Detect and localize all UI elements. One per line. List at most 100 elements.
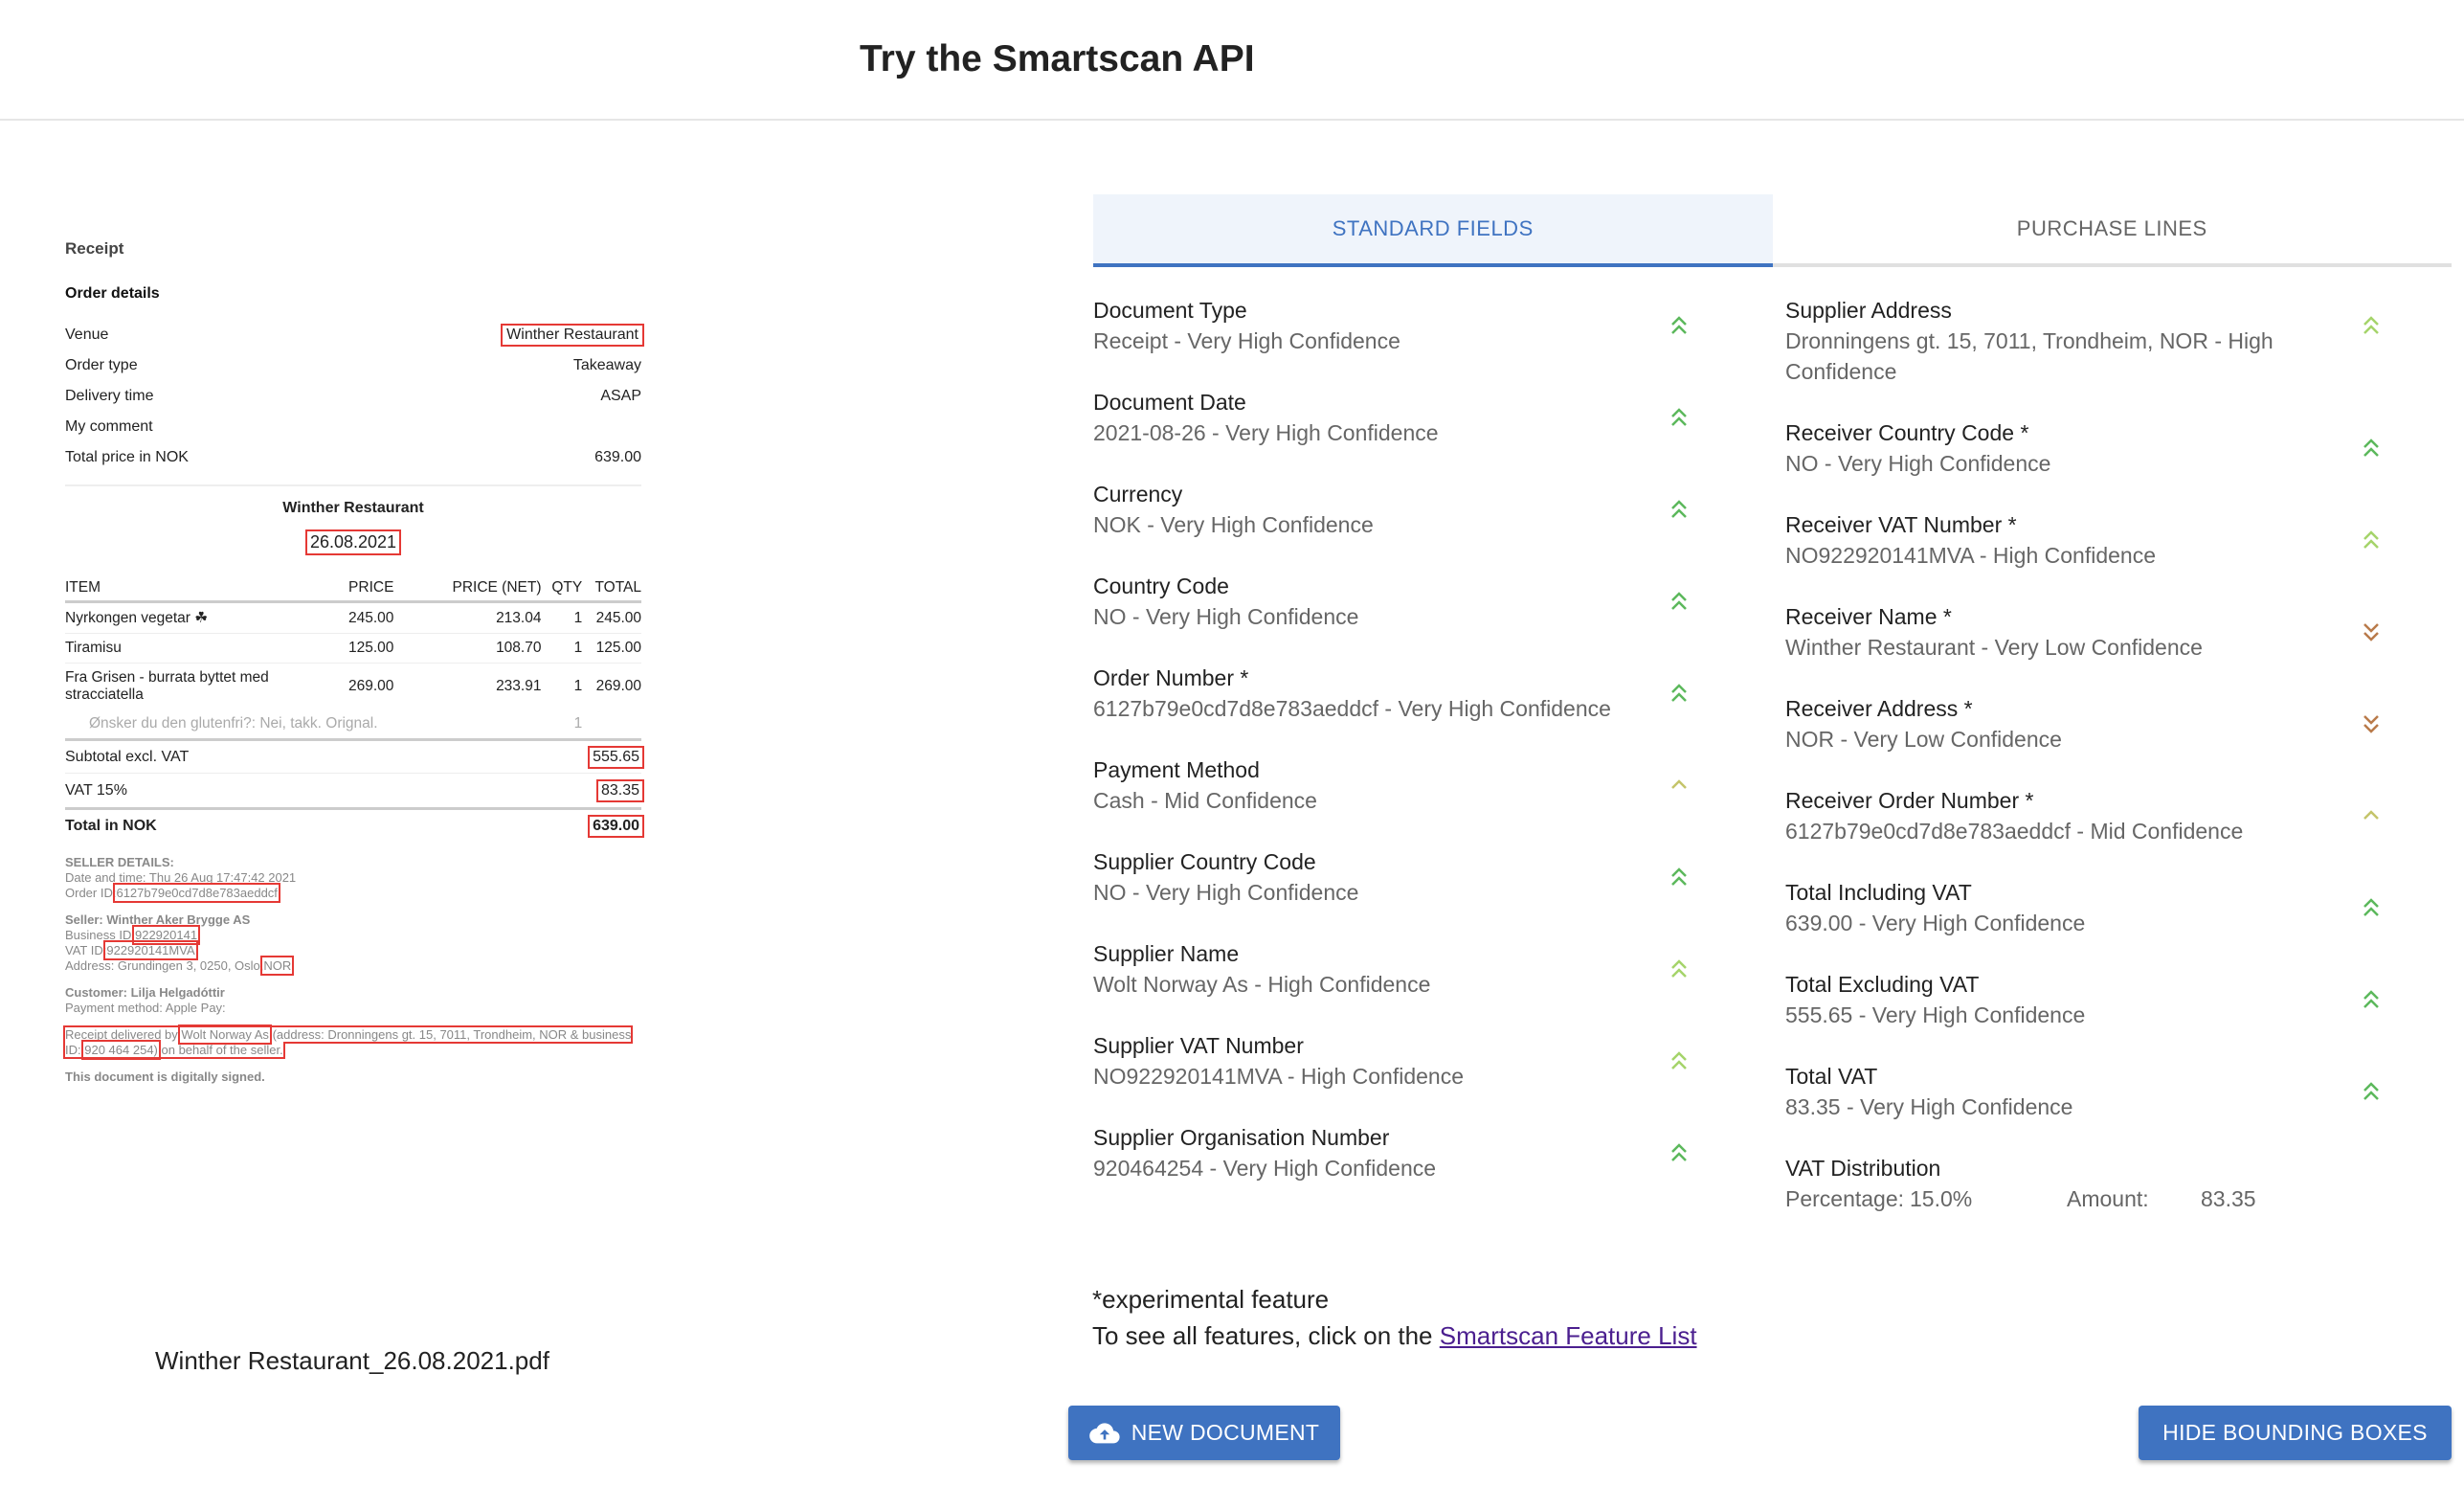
totals: Subtotal excl. VAT 555.65 VAT 15% 83.35 Tota… [65,738,645,842]
detail-label: My comment [65,418,153,435]
total-row: Total in NOK 639.00 [65,807,644,842]
col-item: ITEM [65,575,319,603]
field-document-date: Document Date 2021-08-26 - Very High Conf… [1093,387,1706,448]
cloud-upload-icon [1088,1422,1120,1443]
delivered-suffix: on behalf of the seller. [161,1043,283,1057]
field-supplier-organisation-number: Supplier Organisation Number 920464254 - … [1093,1122,1706,1183]
field-label: Document Type [1093,298,1247,323]
item-total: 125.00 [582,633,641,664]
item-name: Nyrkongen vegetar ☘ [65,601,319,634]
feature-list-link[interactable]: Smartscan Feature List [1439,1321,1697,1350]
item-qty: 1 [541,601,583,634]
col-price: PRICE [318,575,394,603]
customer: Customer: Lilja Helgadóttir [65,985,225,1000]
field-label: Receiver Address * [1785,696,1973,721]
item-price: 245.00 [318,601,394,634]
field-label: Receiver Country Code * [1785,420,2029,445]
delivered-by: Receipt delivered by Wolt Norway As (add… [62,1024,634,1060]
item-option-row: Ønsker du den glutenfri?: Nei, takk. Ori… [65,709,641,738]
field-label: Total Excluding VAT [1785,972,1980,997]
total-row: VAT 15% 83.35 [65,773,645,807]
field-label: Payment Method [1093,757,1260,782]
double-chevron-up-icon [1668,496,1691,525]
field-label: Receiver Name * [1785,604,1952,629]
field-order-number: Order Number * 6127b79e0cd7d8e783aeddcf -… [1093,663,1706,724]
field-label: Supplier Country Code [1093,849,1316,874]
order-detail-row: Order type Takeaway [65,350,641,381]
field-value: 2021-08-26 - Very High Confidence [1093,420,1439,445]
field-total-vat: Total VAT 83.35 - Very High Confidence [1785,1061,2398,1122]
hide-bounding-boxes-button[interactable]: HIDE BOUNDING BOXES [2139,1406,2452,1460]
field-label: Document Date [1093,390,1246,415]
seller-name: Seller: Winther Aker Brygge AS [65,912,251,927]
new-document-label: NEW DOCUMENT [1131,1420,1320,1445]
new-document-button[interactable]: NEW DOCUMENT [1068,1406,1340,1460]
field-value: 639.00 - Very High Confidence [1785,911,2086,935]
file-name: Winther Restaurant_26.08.2021.pdf [155,1346,549,1375]
field-value: NO922920141MVA - High Confidence [1093,1064,1464,1089]
field-receiver-country-code: Receiver Country Code * NO - Very High Co… [1785,417,2398,479]
field-value: NO - Very High Confidence [1093,604,1359,629]
receipt-date: 26.08.2021 [304,529,402,555]
total-label: Total in NOK [65,817,157,834]
tab-purchase-lines[interactable]: PURCHASE LINES [2016,216,2207,240]
detail-value: Takeaway [572,357,641,373]
field-value: NO - Very High Confidence [1785,451,2051,476]
double-chevron-up-icon [1668,680,1691,709]
item-total: 245.00 [582,601,641,634]
item-price: 125.00 [318,633,394,664]
field-value: Dronningens gt. 15, 7011, Trondheim, NOR… [1785,328,2274,384]
field-supplier-vat-number: Supplier VAT Number NO922920141MVA - High… [1093,1030,1706,1092]
field-label: Country Code [1093,574,1229,598]
double-chevron-up-icon [2360,312,2383,341]
seller-details: SELLER DETAILS: Date and time: Thu 26 Au… [62,855,641,1085]
item-name: Fra Grisen - burrata byttet med straccia… [65,669,269,703]
field-value: 83.35 - Very High Confidence [1785,1094,2073,1119]
vat-id: 922920141MVA [103,940,198,960]
double-chevron-up-icon [2360,527,2383,555]
detail-label: Order type [65,357,138,373]
result-tabs: STANDARD FIELDS PURCHASE LINES [1093,194,2452,267]
order-id: 6127b79e0cd7d8e783aeddcf [113,883,280,903]
total-value: 83.35 [595,778,645,802]
chevron-up-icon [1668,772,1691,800]
field-label: Receiver VAT Number * [1785,512,2017,537]
double-chevron-up-icon [1668,588,1691,617]
field-value: Receipt - Very High Confidence [1093,328,1400,353]
field-vat-distribution: VAT Distribution Percentage: 15.0% Amount: 8… [1785,1153,2398,1214]
field-label: Currency [1093,482,1183,507]
percentage-label: Percentage: [1785,1186,1905,1211]
double-chevron-up-icon [2360,435,2383,463]
delivered-business-id: 920 464 254) [81,1040,161,1060]
field-label: Order Number * [1093,665,1249,690]
seller-heading: SELLER DETAILS: [65,855,174,869]
col-price-net: PRICE (NET) [393,575,542,603]
field-payment-method: Payment Method Cash - Mid Confidence [1093,754,1706,816]
footer-notes: *experimental feature To see all feature… [1092,1281,1697,1354]
col-qty: QTY [541,575,583,603]
item-price-net: 108.70 [393,633,542,664]
detail-value: 639.00 [594,449,641,465]
detail-label: Delivery time [65,388,154,404]
field-value: NOR - Very Low Confidence [1785,727,2062,752]
item-price: 269.00 [348,678,394,694]
field-value: NO922920141MVA - High Confidence [1785,543,2156,568]
item-option: Ønsker du den glutenfri?: Nei, takk. Ori… [89,715,378,732]
double-chevron-down-icon [2360,619,2383,647]
vat-distribution-row: Percentage: 15.0% Amount: 83.35 [1785,1183,2398,1214]
delivered-prefix: Receipt delivered by [65,1027,178,1042]
order-detail-row: Total price in NOK 639.00 [65,442,641,473]
percentage: 15.0% [1910,1186,1973,1211]
field-value: 6127b79e0cd7d8e783aeddcf - Mid Confidenc… [1785,819,2244,844]
item-price-net: 213.04 [393,601,542,634]
features-text: To see all features, click on the [1092,1321,1433,1350]
table-row: Fra Grisen - burrata byttet med straccia… [65,664,641,710]
item-total: 269.00 [595,678,641,694]
tab-standard-fields[interactable]: STANDARD FIELDS [1093,194,1773,267]
vat-id-label: VAT ID: [65,943,107,957]
total-value: 639.00 [588,814,644,838]
divider [65,484,641,486]
item-price-net: 233.91 [496,678,542,694]
items-table: ITEM PRICE PRICE (NET) QTY TOTAL Nyrkong… [65,575,641,738]
field-total-including-vat: Total Including VAT 639.00 - Very High Co… [1785,877,2398,938]
